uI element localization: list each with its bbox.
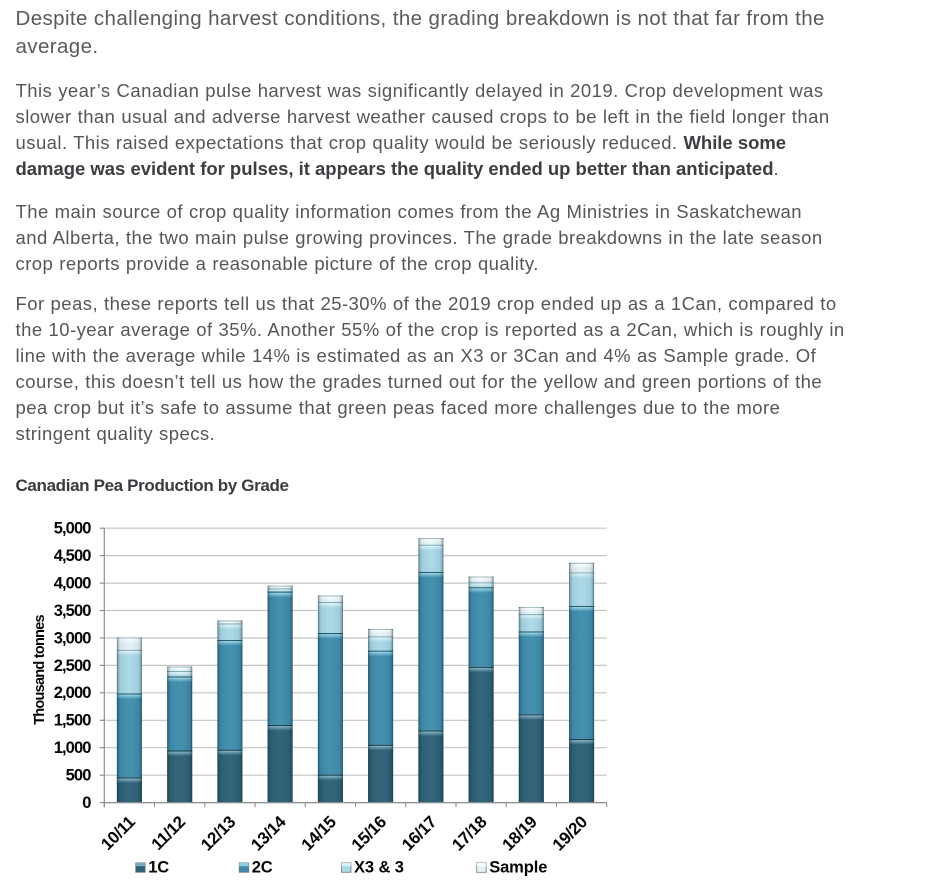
svg-text:500: 500 (66, 767, 92, 785)
svg-text:Thousand tonnes: Thousand tonnes (32, 615, 48, 725)
svg-text:18/19: 18/19 (499, 812, 541, 854)
svg-text:X3 & 3: X3 & 3 (354, 858, 404, 876)
svg-text:2C: 2C (252, 858, 273, 876)
svg-text:17/18: 17/18 (448, 812, 490, 854)
svg-text:11/12: 11/12 (148, 812, 189, 853)
svg-text:19/20: 19/20 (549, 812, 591, 854)
svg-text:1,500: 1,500 (54, 712, 92, 730)
svg-text:14/15: 14/15 (298, 812, 340, 854)
svg-text:2,000: 2,000 (54, 684, 92, 702)
svg-text:0: 0 (82, 794, 91, 812)
svg-text:2,500: 2,500 (54, 657, 92, 675)
svg-text:1,000: 1,000 (54, 739, 92, 757)
svg-text:3,500: 3,500 (54, 602, 92, 620)
svg-text:12/13: 12/13 (197, 812, 239, 854)
svg-text:16/17: 16/17 (398, 812, 440, 854)
svg-text:10/11: 10/11 (97, 812, 138, 853)
svg-text:Sample: Sample (489, 858, 547, 876)
svg-text:3,000: 3,000 (54, 629, 92, 647)
svg-text:13/14: 13/14 (247, 812, 290, 855)
svg-text:4,500: 4,500 (54, 547, 92, 565)
svg-text:15/16: 15/16 (348, 812, 390, 854)
svg-text:5,000: 5,000 (54, 520, 92, 538)
svg-text:1C: 1C (148, 858, 169, 876)
svg-text:4,000: 4,000 (54, 575, 92, 593)
